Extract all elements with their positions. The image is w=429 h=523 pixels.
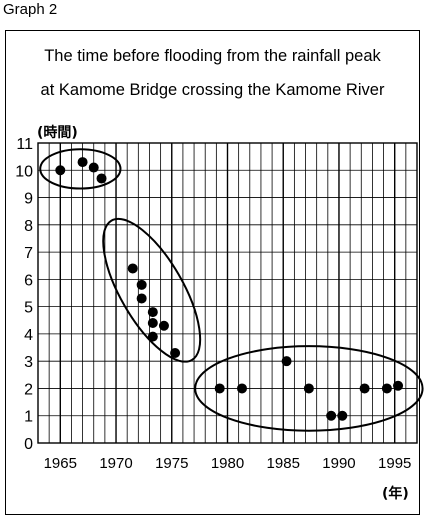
data-point xyxy=(303,383,314,394)
y-axis-label: (時間) xyxy=(37,124,78,141)
y-tick-label: 8 xyxy=(24,218,33,235)
y-tick-label: 6 xyxy=(24,272,33,289)
data-point xyxy=(77,157,88,168)
y-tick-label: 4 xyxy=(24,327,33,344)
x-tick-label: 1990 xyxy=(322,455,355,472)
data-point xyxy=(55,165,66,176)
data-point xyxy=(214,383,225,394)
x-tick-label: 1980 xyxy=(211,455,244,472)
data-point xyxy=(359,383,370,394)
data-point xyxy=(393,380,404,391)
group-ellipse xyxy=(39,148,122,190)
y-tick-label: 9 xyxy=(24,191,33,208)
y-tick-label: 2 xyxy=(24,381,33,398)
data-point xyxy=(136,293,147,304)
data-point xyxy=(326,410,337,421)
data-point xyxy=(136,279,147,290)
x-tick-label: 1985 xyxy=(267,455,300,472)
x-tick-label: 1965 xyxy=(44,455,77,472)
data-point xyxy=(127,263,138,274)
graph-label: Graph 2 xyxy=(3,1,58,18)
x-tick-label: 1975 xyxy=(155,455,188,472)
chart-subtitle: at Kamome Bridge crossing the Kamome Riv… xyxy=(40,81,385,99)
data-point xyxy=(281,356,292,367)
plot-border xyxy=(37,142,418,444)
group-ellipse xyxy=(102,217,202,363)
y-tick-label: 0 xyxy=(24,436,33,453)
chart-title: The time before flooding from the rainfa… xyxy=(44,47,381,65)
data-point xyxy=(337,410,348,421)
data-point xyxy=(236,383,247,394)
y-tick-label: 3 xyxy=(24,354,33,371)
data-point xyxy=(96,173,107,184)
footnote xyxy=(0,514,429,523)
y-tick-label: 5 xyxy=(24,300,33,317)
y-tick-label: 1 xyxy=(24,409,33,426)
data-point xyxy=(147,331,158,342)
data-point xyxy=(170,348,181,358)
chart-frame xyxy=(5,30,420,515)
data-point xyxy=(158,320,169,331)
y-tick-label: 10 xyxy=(15,163,33,180)
x-axis-label: (年) xyxy=(382,485,409,502)
data-point xyxy=(147,318,158,328)
y-tick-label: 7 xyxy=(24,245,33,262)
y-tick-label: 11 xyxy=(16,136,33,153)
group-ellipse xyxy=(194,345,424,432)
x-tick-label: 1995 xyxy=(378,455,411,472)
x-tick-label: 1970 xyxy=(99,455,132,472)
data-point xyxy=(147,307,158,318)
data-point xyxy=(381,383,392,394)
data-point xyxy=(88,162,99,173)
